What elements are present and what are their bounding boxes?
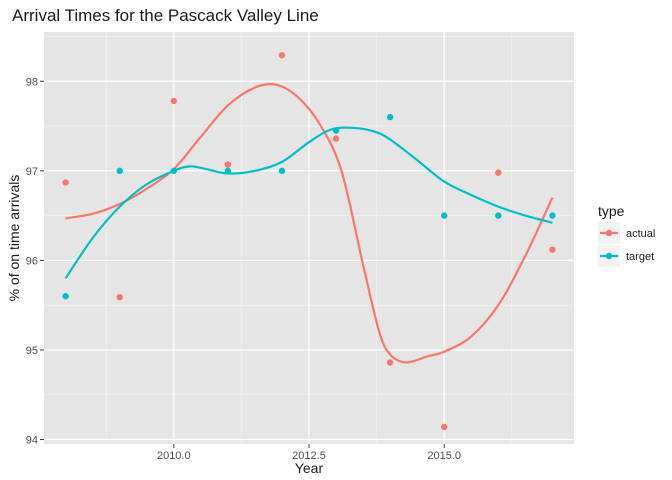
data-point-actual	[224, 161, 232, 168]
x-tick-label: 2015.0	[427, 450, 461, 462]
legend-entries: actual target	[598, 222, 655, 267]
chart-title: Arrival Times for the Pascack Valley Lin…	[12, 6, 319, 25]
data-point-actual	[170, 97, 177, 105]
legend-label-target: target	[626, 251, 654, 263]
x-tick-label: 2010.0	[157, 450, 191, 462]
data-point-target	[549, 212, 556, 219]
y-tick-label: 95	[26, 345, 38, 357]
legend-title: type	[598, 203, 625, 219]
data-point-actual	[278, 52, 286, 59]
data-point-actual	[62, 179, 69, 186]
y-tick-label: 96	[26, 255, 38, 267]
data-point-target	[116, 167, 123, 175]
data-point-target	[224, 167, 232, 175]
data-point-actual	[495, 169, 502, 176]
data-point-target	[62, 293, 69, 300]
data-point-target	[386, 113, 394, 121]
data-point-target	[170, 167, 177, 175]
plot-panel	[44, 32, 574, 444]
y-axis: 94 95 96 97 98	[26, 76, 44, 447]
x-axis-title: Year	[295, 460, 324, 476]
y-tick-label: 98	[26, 76, 38, 88]
data-point-target	[495, 212, 502, 219]
smooth-line-actual	[65, 82, 554, 364]
legend: type actual target	[598, 203, 655, 267]
data-points	[62, 52, 556, 431]
x-tick-label: 2012.5	[292, 450, 326, 462]
smooth-lines	[64, 82, 554, 364]
data-point-target	[332, 127, 340, 134]
data-point-actual	[116, 293, 123, 301]
legend-label-actual: actual	[626, 228, 655, 240]
legend-point-actual	[605, 229, 613, 237]
y-axis-title: % of on time arrivals	[6, 175, 22, 302]
smooth-line-target	[64, 126, 553, 279]
data-point-target	[278, 167, 286, 175]
data-point-actual	[549, 246, 556, 253]
legend-point-target	[605, 252, 613, 260]
data-point-actual	[332, 135, 340, 142]
x-axis: 2010.0 2012.5 2015.0	[157, 444, 461, 462]
data-point-actual	[386, 359, 394, 366]
y-tick-label: 94	[26, 435, 38, 447]
major-gridlines	[44, 32, 574, 444]
y-tick-label: 97	[26, 166, 38, 178]
data-point-target	[441, 212, 448, 219]
data-point-actual	[441, 423, 448, 431]
